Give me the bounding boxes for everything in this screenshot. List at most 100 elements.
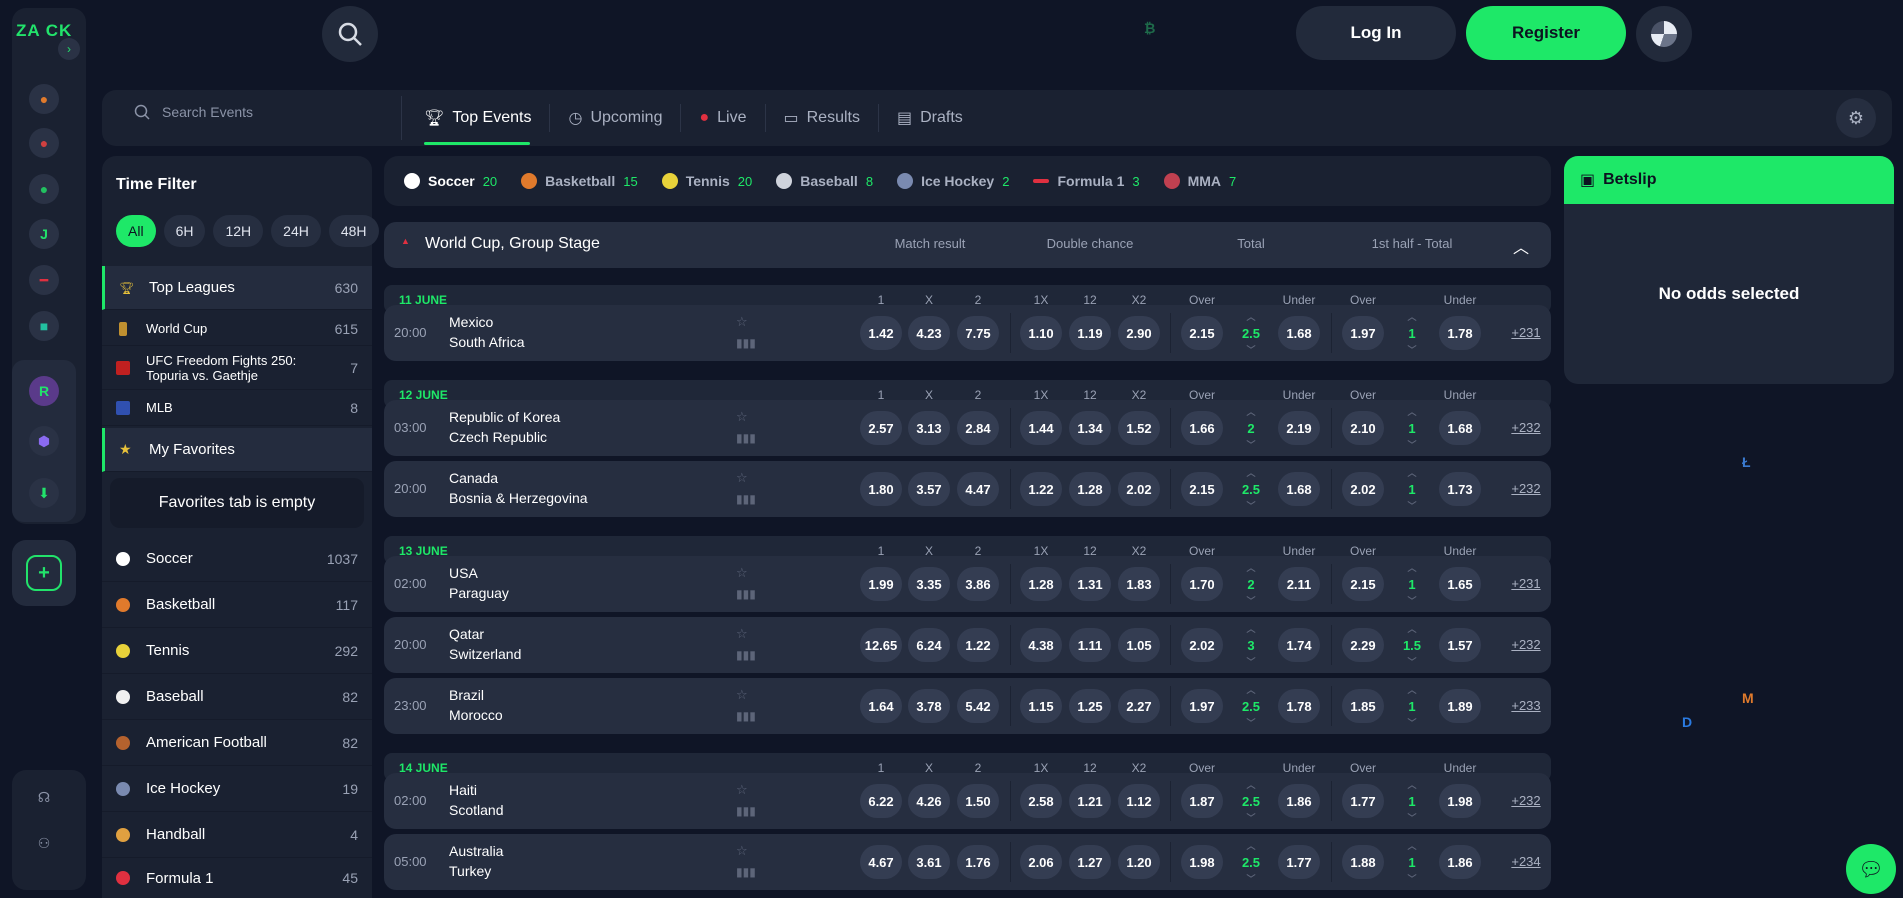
odds-button[interactable]: 6.24: [908, 628, 950, 662]
league-header[interactable]: [384, 222, 1551, 268]
odds-button[interactable]: 4.38: [1020, 628, 1062, 662]
more-markets-link[interactable]: +232: [1511, 637, 1541, 652]
odds-button[interactable]: 2.15: [1181, 316, 1223, 350]
site-logo[interactable]: ZA CK: [16, 21, 73, 40]
odds-button[interactable]: 1.98: [1181, 845, 1223, 879]
match-row[interactable]: 20:00 Qatar Switzerland ☆ ▮▮▮ 12.65 6.24 1.22 4.…: [384, 617, 1551, 673]
time-filter-12h[interactable]: 12H: [213, 215, 264, 247]
odds-button[interactable]: 4.23: [908, 316, 950, 350]
global-search-button[interactable]: [322, 6, 378, 62]
time-filter-6h[interactable]: 6H: [163, 215, 206, 247]
odds-button[interactable]: 1.27: [1069, 845, 1111, 879]
odds-button[interactable]: 4.26: [908, 784, 950, 818]
odds-button[interactable]: 1.05: [1118, 628, 1160, 662]
tab-live[interactable]: ● Live: [681, 104, 766, 132]
odds-button[interactable]: 1.73: [1439, 472, 1481, 506]
odds-button[interactable]: 1.52: [1118, 411, 1160, 445]
odds-button[interactable]: 5.42: [957, 689, 999, 723]
statistics-icon[interactable]: ▮▮▮: [736, 492, 756, 506]
register-button[interactable]: Register: [1466, 6, 1626, 60]
odds-button[interactable]: 1.77: [1278, 845, 1320, 879]
odds-button[interactable]: 1.50: [957, 784, 999, 818]
odds-button[interactable]: 1.66: [1181, 411, 1223, 445]
sport-tab-ice-hockey[interactable]: Ice Hockey 2: [897, 173, 1009, 189]
statistics-icon[interactable]: ▮▮▮: [736, 336, 756, 350]
odds-button[interactable]: 1.86: [1278, 784, 1320, 818]
sidebar-item-ufc[interactable]: UFC Freedom Fights 250: Topuria vs. Gaet…: [102, 346, 372, 390]
odds-button[interactable]: 3.78: [908, 689, 950, 723]
odds-button[interactable]: 1.22: [957, 628, 999, 662]
odds-button[interactable]: 4.67: [860, 845, 902, 879]
odds-button[interactable]: 1.83: [1118, 567, 1160, 601]
odds-button[interactable]: 1.12: [1118, 784, 1160, 818]
odds-button[interactable]: 2.29: [1342, 628, 1384, 662]
odds-button[interactable]: 3.86: [957, 567, 999, 601]
odds-button[interactable]: 1.98: [1439, 784, 1481, 818]
sidebar-item-world-cup[interactable]: World Cup 615: [102, 312, 372, 346]
odds-button[interactable]: 1.80: [860, 472, 902, 506]
sidebar-sport-basketball[interactable]: Basketball 117: [102, 582, 372, 628]
sport-tab-basketball[interactable]: Basketball 15: [521, 173, 638, 189]
match-row[interactable]: 02:00 USA Paraguay ☆ ▮▮▮ 1.99 3.35 3.86 1.28 1.31…: [384, 556, 1551, 612]
odds-button[interactable]: 3.35: [908, 567, 950, 601]
sidebar-sport-soccer[interactable]: Soccer 1037: [102, 536, 372, 582]
more-markets-link[interactable]: +234: [1511, 854, 1541, 869]
odds-button[interactable]: 1.20: [1118, 845, 1160, 879]
sidebar-item-my-favorites[interactable]: ★ My Favorites: [102, 428, 372, 472]
tab-top-events[interactable]: 🏆︎ Top Events: [424, 104, 551, 132]
odds-button[interactable]: 1.97: [1181, 689, 1223, 723]
sidebar-sport-tennis[interactable]: Tennis 292: [102, 628, 372, 674]
odds-button[interactable]: 1.78: [1278, 689, 1320, 723]
odds-button[interactable]: 1.68: [1278, 472, 1320, 506]
odds-button[interactable]: 1.78: [1439, 316, 1481, 350]
odds-button[interactable]: 1.86: [1439, 845, 1481, 879]
odds-button[interactable]: 1.87: [1181, 784, 1223, 818]
odds-button[interactable]: 1.22: [1020, 472, 1062, 506]
odds-button[interactable]: 2.15: [1181, 472, 1223, 506]
match-row[interactable]: 03:00 Republic of Korea Czech Republic ☆ ▮▮▮…: [384, 400, 1551, 456]
odds-button[interactable]: 3.61: [908, 845, 950, 879]
match-row[interactable]: 20:00 Mexico South Africa ☆ ▮▮▮ 1.42 4.23 7.75 1…: [384, 305, 1551, 361]
betslip-add-button[interactable]: +: [12, 540, 76, 606]
more-markets-link[interactable]: +231: [1511, 576, 1541, 591]
download-icon[interactable]: ⬇: [29, 478, 59, 508]
favorite-star-icon[interactable]: ☆: [736, 626, 748, 641]
odds-button[interactable]: 1.89: [1439, 689, 1481, 723]
sport-tab-baseball[interactable]: Baseball 8: [776, 173, 873, 189]
sidebar-sport-american-football[interactable]: American Football 82: [102, 720, 372, 766]
odds-button[interactable]: 1.99: [860, 567, 902, 601]
odds-button[interactable]: 1.97: [1342, 316, 1384, 350]
favorite-star-icon[interactable]: ☆: [736, 565, 748, 580]
odds-button[interactable]: 2.57: [860, 411, 902, 445]
language-button[interactable]: [1636, 6, 1692, 62]
odds-button[interactable]: 2.02: [1181, 628, 1223, 662]
match-row[interactable]: 20:00 Canada Bosnia & Herzegovina ☆ ▮▮▮ 1.80 3…: [384, 461, 1551, 517]
odds-button[interactable]: 2.06: [1020, 845, 1062, 879]
time-filter-all[interactable]: All: [116, 215, 156, 247]
tab-upcoming[interactable]: ◷ Upcoming: [550, 104, 682, 132]
sidebar-sport-formula-1[interactable]: Formula 1 45: [102, 858, 372, 898]
statistics-icon[interactable]: ▮▮▮: [736, 804, 756, 818]
match-row[interactable]: 05:00 Australia Turkey ☆ ▮▮▮ 4.67 3.61 1.76 2.06…: [384, 834, 1551, 890]
odds-button[interactable]: 1.31: [1069, 567, 1111, 601]
vip-icon[interactable]: ⬢: [29, 426, 59, 456]
r-icon[interactable]: R: [29, 376, 59, 406]
sport-tab-soccer[interactable]: Soccer 20: [404, 173, 497, 189]
odds-button[interactable]: 3.13: [908, 411, 950, 445]
fire-icon[interactable]: ●: [29, 128, 59, 158]
tab-results[interactable]: ▭ Results: [766, 104, 879, 132]
promo-icon[interactable]: ■: [29, 311, 59, 341]
odds-button[interactable]: 1.11: [1069, 628, 1111, 662]
users-icon[interactable]: ⚇: [37, 834, 51, 851]
odds-button[interactable]: 2.58: [1020, 784, 1062, 818]
favorite-star-icon[interactable]: ☆: [736, 687, 748, 702]
odds-button[interactable]: 2.27: [1118, 689, 1160, 723]
chevron-up-icon[interactable]: ︿: [1513, 240, 1530, 257]
sport-tab-formula-1[interactable]: Formula 1 3: [1033, 173, 1140, 189]
favorite-star-icon[interactable]: ☆: [736, 470, 748, 485]
sidebar-sport-baseball[interactable]: Baseball 82: [102, 674, 372, 720]
favorite-star-icon[interactable]: ☆: [736, 409, 748, 424]
odds-button[interactable]: 1.64: [860, 689, 902, 723]
time-filter-48h[interactable]: 48H: [328, 215, 379, 247]
odds-button[interactable]: 1.74: [1278, 628, 1320, 662]
